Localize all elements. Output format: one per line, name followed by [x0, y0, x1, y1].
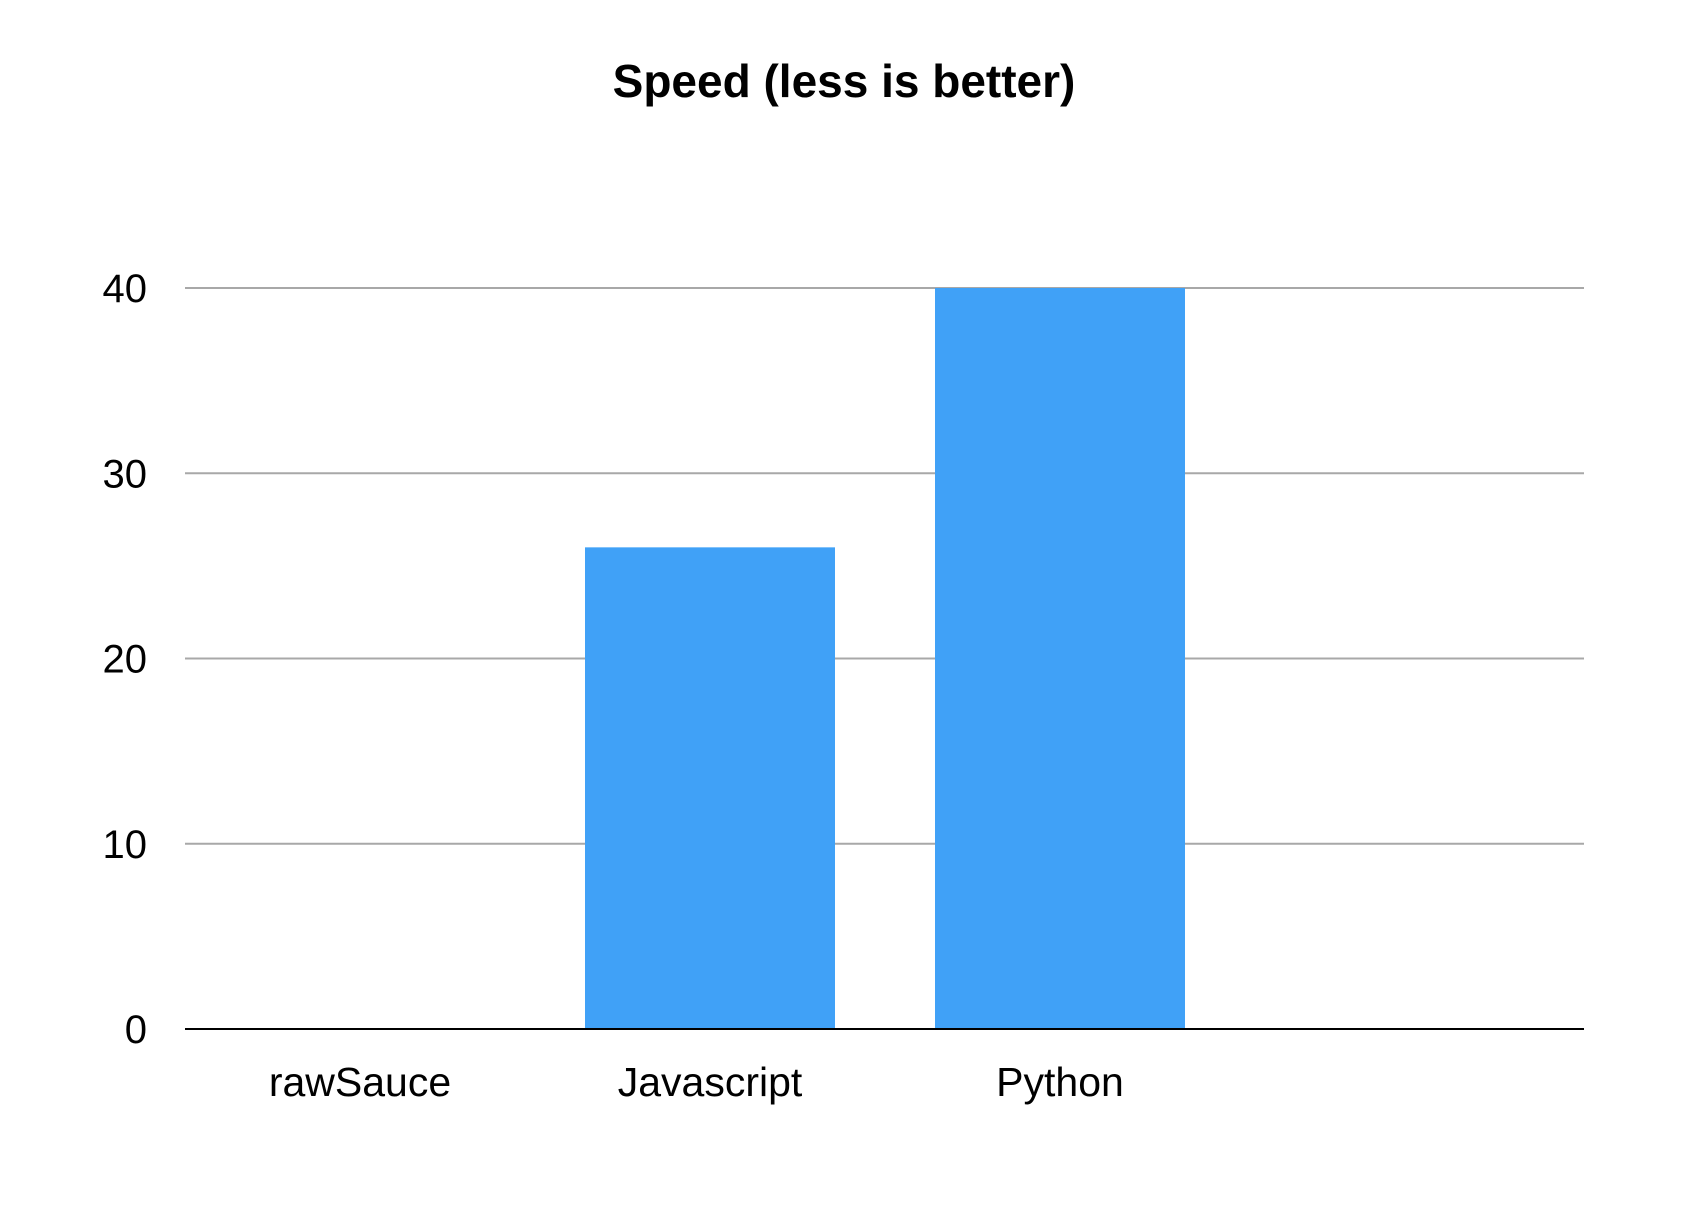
y-tick-label: 20	[103, 638, 148, 682]
x-tick-label: rawSauce	[269, 1059, 451, 1105]
x-tick-label: Python	[996, 1059, 1124, 1105]
bar-javascript	[585, 547, 835, 1029]
y-tick-label: 30	[103, 452, 148, 496]
y-tick-label: 40	[103, 267, 148, 311]
chart-title: Speed (less is better)	[613, 55, 1076, 107]
bars	[585, 288, 1185, 1029]
y-axis-ticks: 0 10 20 30 40	[103, 267, 148, 1052]
x-tick-label: Javascript	[618, 1059, 803, 1105]
x-axis-labels: rawSauce Javascript Python	[269, 1059, 1124, 1105]
bar-python	[935, 288, 1185, 1029]
y-tick-label: 0	[125, 1008, 147, 1052]
gridlines	[185, 287, 1584, 845]
y-tick-label: 10	[103, 823, 148, 867]
